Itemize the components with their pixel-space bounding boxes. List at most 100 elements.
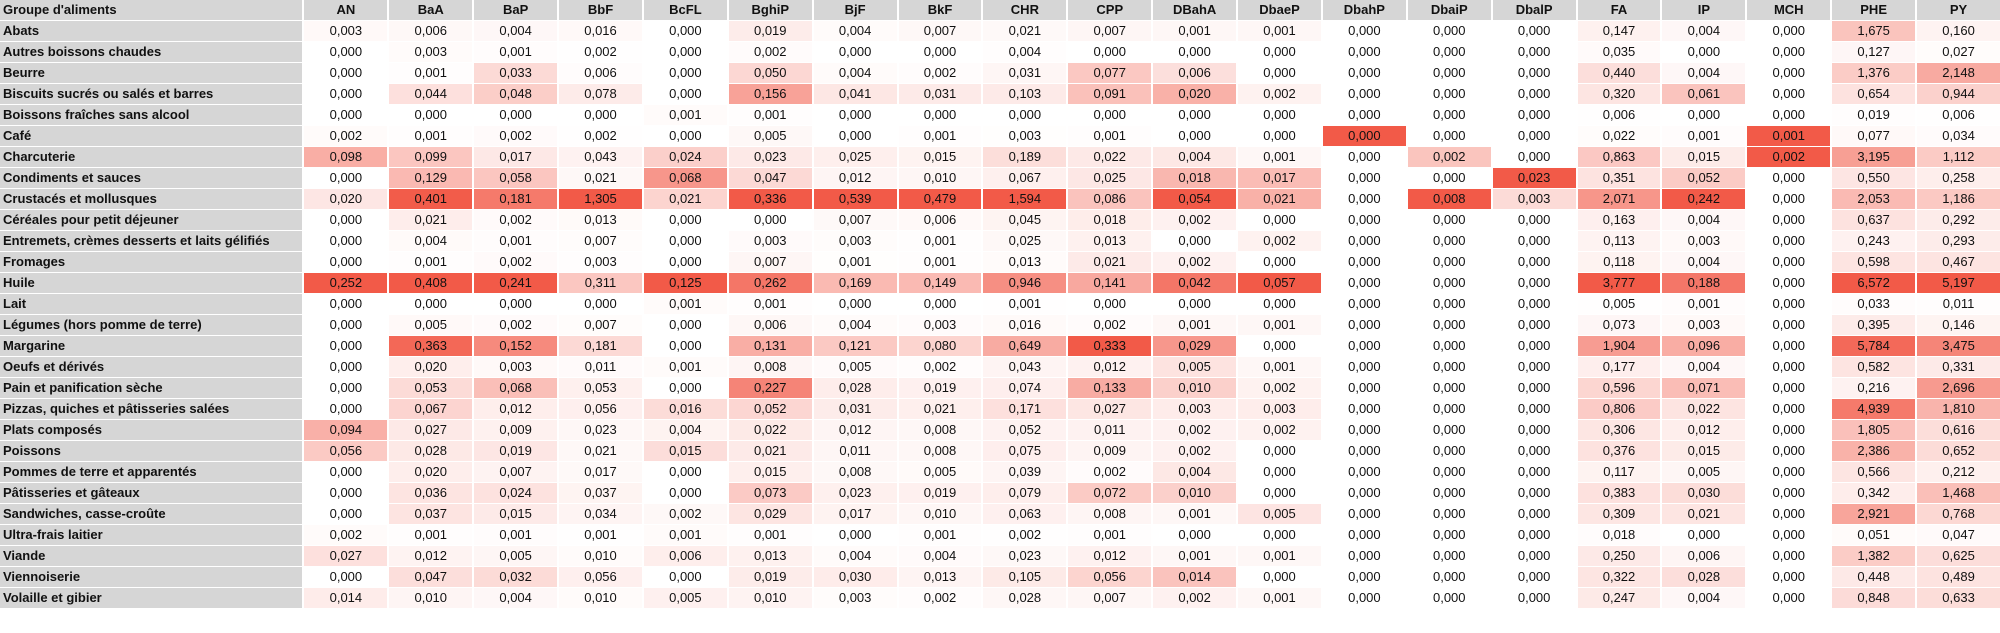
heatmap-cell: 0,001 — [387, 525, 473, 546]
heatmap-cell: 0,000 — [1405, 441, 1491, 462]
heatmap-cell: 0,171 — [981, 399, 1067, 420]
heatmap-cell: 0,000 — [1745, 546, 1831, 567]
heatmap-cell: 0,037 — [387, 504, 473, 525]
heatmap-cell: 0,052 — [981, 420, 1067, 441]
heatmap-cell: 0,000 — [1745, 315, 1831, 336]
heatmap-cell: 0,021 — [1236, 189, 1321, 210]
column-header-ip: IP — [1660, 0, 1746, 21]
heatmap-cell: 0,125 — [641, 273, 727, 294]
heatmap-cell: 0,000 — [1236, 483, 1321, 504]
heatmap-cell: 0,000 — [1151, 231, 1237, 252]
heatmap-cell: 0,000 — [1405, 126, 1491, 147]
heatmap-cell: 0,001 — [726, 105, 812, 126]
heatmap-cell: 0,566 — [1830, 462, 1916, 483]
heatmap-cell: 0,010 — [557, 546, 642, 567]
heatmap-cell: 0,000 — [1320, 42, 1406, 63]
heatmap-cell: 0,004 — [811, 546, 897, 567]
heatmap-cell: 0,028 — [811, 378, 897, 399]
heatmap-cell: 0,000 — [1405, 399, 1491, 420]
heatmap-cell: 1,805 — [1830, 420, 1916, 441]
heatmap-cell: 0,003 — [472, 357, 558, 378]
heatmap-cell: 0,000 — [1405, 546, 1491, 567]
heatmap-cell: 0,004 — [387, 231, 473, 252]
heatmap-cell: 0,019 — [472, 441, 558, 462]
heatmap-cell: 0,001 — [641, 525, 727, 546]
row-label: Lait — [0, 294, 303, 315]
heatmap-cell: 0,479 — [896, 189, 982, 210]
heatmap-cell: 0,002 — [726, 42, 812, 63]
heatmap-cell: 0,012 — [1660, 420, 1746, 441]
heatmap-cell: 0,000 — [641, 567, 727, 588]
heatmap-cell: 0,005 — [726, 126, 812, 147]
table-row: Pâtisseries et gâteaux 0,000 0,036 0,024 0,0… — [0, 483, 2000, 504]
heatmap-cell: 0,017 — [472, 147, 558, 168]
heatmap-cell: 0,004 — [811, 21, 897, 42]
heatmap-cell: 0,000 — [1490, 126, 1576, 147]
heatmap-cell: 0,000 — [1490, 588, 1576, 609]
heatmap-cell: 0,002 — [1151, 252, 1237, 273]
heatmap-cell: 0,032 — [472, 567, 558, 588]
heatmap-cell: 0,005 — [1236, 504, 1321, 525]
heatmap-cell: 0,022 — [1575, 126, 1661, 147]
heatmap-cell: 5,197 — [1915, 273, 2000, 294]
heatmap-cell: 0,133 — [1066, 378, 1152, 399]
column-header-dbahp: DbahP — [1320, 0, 1406, 21]
heatmap-cell: 0,000 — [1745, 399, 1831, 420]
heatmap-cell: 0,001 — [1236, 147, 1321, 168]
heatmap-cell: 0,006 — [1660, 546, 1746, 567]
heatmap-cell: 0,000 — [302, 357, 388, 378]
heatmap-cell: 0,000 — [811, 42, 897, 63]
heatmap-cell: 0,074 — [981, 378, 1067, 399]
row-label: Ultra-frais laitier — [0, 525, 303, 546]
heatmap-cell: 0,004 — [1660, 357, 1746, 378]
heatmap-cell: 0,000 — [1066, 105, 1152, 126]
heatmap-cell: 0,021 — [896, 399, 982, 420]
column-header-phe: PHE — [1830, 0, 1916, 21]
heatmap-cell: 0,017 — [557, 462, 642, 483]
heatmap-cell: 0,000 — [1405, 483, 1491, 504]
heatmap-cell: 0,000 — [1320, 105, 1406, 126]
heatmap-cell: 0,023 — [557, 420, 642, 441]
heatmap-cell: 0,000 — [1236, 294, 1321, 315]
heatmap-cell: 0,027 — [387, 420, 473, 441]
heatmap-cell: 0,001 — [387, 63, 473, 84]
heatmap-cell: 0,000 — [1405, 210, 1491, 231]
heatmap-cell: 0,000 — [1151, 525, 1237, 546]
heatmap-cell: 0,080 — [896, 336, 982, 357]
heatmap-cell: 0,001 — [1151, 546, 1237, 567]
heatmap-cell: 0,019 — [896, 483, 982, 504]
heatmap-cell: 0,022 — [726, 420, 812, 441]
heatmap-cell: 0,008 — [811, 462, 897, 483]
heatmap-cell: 0,000 — [302, 84, 388, 105]
column-header-baa: BaA — [387, 0, 473, 21]
heatmap-cell: 0,127 — [1830, 42, 1916, 63]
heatmap-cell: 0,000 — [302, 231, 388, 252]
heatmap-cell: 0,016 — [557, 21, 642, 42]
heatmap-cell: 0,000 — [1490, 273, 1576, 294]
heatmap-cell: 0,448 — [1830, 567, 1916, 588]
heatmap-cell: 0,000 — [1745, 504, 1831, 525]
heatmap-cell: 0,008 — [1066, 504, 1152, 525]
row-label: Volaille et gibier — [0, 588, 303, 609]
heatmap-cell: 0,007 — [1066, 588, 1152, 609]
heatmap-cell: 0,003 — [726, 231, 812, 252]
heatmap-cell: 0,000 — [1745, 42, 1831, 63]
heatmap-cell: 0,000 — [1490, 210, 1576, 231]
heatmap-cell: 0,181 — [472, 189, 558, 210]
heatmap-cell: 0,001 — [1066, 525, 1152, 546]
heatmap-cell: 0,000 — [1490, 483, 1576, 504]
heatmap-cell: 0,242 — [1660, 189, 1746, 210]
heatmap-cell: 0,002 — [302, 126, 388, 147]
heatmap-cell: 0,000 — [1236, 42, 1321, 63]
heatmap-cell: 0,052 — [1660, 168, 1746, 189]
heatmap-cell: 0,000 — [641, 378, 727, 399]
heatmap-cell: 0,000 — [1490, 63, 1576, 84]
heatmap-cell: 0,000 — [1320, 21, 1406, 42]
heatmap-cell: 0,016 — [981, 315, 1067, 336]
heatmap-cell: 2,053 — [1830, 189, 1916, 210]
heatmap-cell: 0,004 — [811, 63, 897, 84]
column-header-bap: BaP — [472, 0, 558, 21]
heatmap-cell: 0,000 — [1745, 525, 1831, 546]
heatmap-cell: 0,073 — [1575, 315, 1661, 336]
table-row: Huile 0,252 0,408 0,241 0,311 0,125 0,262 0,169… — [0, 273, 2000, 294]
